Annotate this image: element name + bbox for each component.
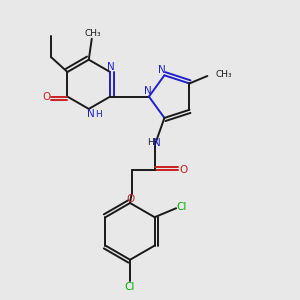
Text: CH₃: CH₃ [216,70,232,79]
Text: O: O [42,92,51,102]
Text: H: H [147,139,153,148]
Text: Cl: Cl [125,282,135,292]
Text: H: H [95,110,102,119]
Text: N: N [145,85,152,96]
Text: CH₃: CH₃ [85,29,102,38]
Text: N: N [158,65,165,75]
Text: N: N [87,109,95,119]
Text: N: N [107,61,115,72]
Text: N: N [153,138,160,148]
Text: Cl: Cl [176,202,187,212]
Text: O: O [179,165,187,175]
Text: O: O [126,194,134,204]
